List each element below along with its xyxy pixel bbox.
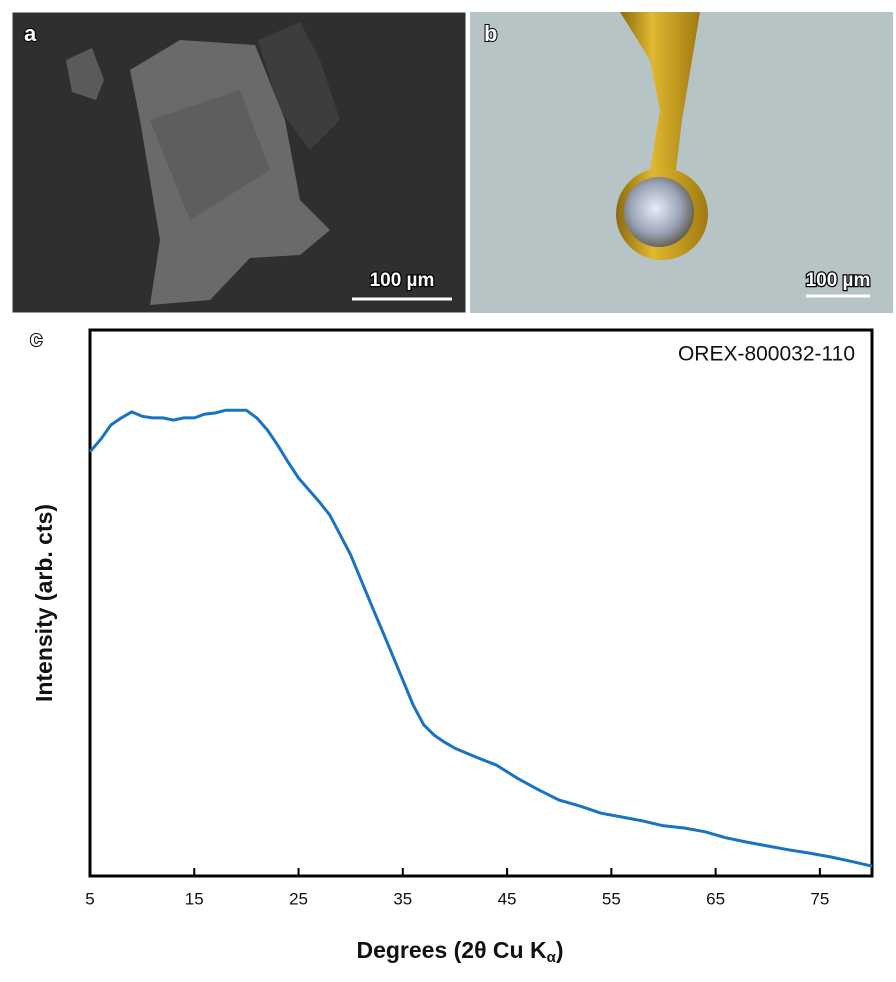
x-tick-label: 25 [289,889,308,908]
scale-bar-label: 100 µm [370,270,435,291]
annotation: OREX-800032-110 [678,343,855,366]
x-axis-label: Degrees (2θ Cu Kα) [356,937,563,966]
data-line [88,408,873,868]
y-axis-label: Intensity (arb. cts) [31,504,57,702]
x-tick-label: 45 [498,889,517,908]
x-tick-label: 75 [810,889,829,908]
x-tick-label: 15 [185,889,204,908]
x-axis-label-end: ) [556,937,564,963]
x-tick-label: 55 [602,889,621,908]
x-tick-label: 5 [85,889,94,908]
x-axis-label-text: Degrees (2θ Cu K [356,937,546,963]
panel-label: b [484,21,497,46]
scale-bar-label: 100 µm [806,270,871,291]
x-tick-label: 65 [706,889,725,908]
panel-label: c [30,326,42,351]
x-tick-label: 35 [393,889,412,908]
x-axis-label-subscript: α [547,949,557,966]
panel-label: a [24,21,37,46]
plot-frame [88,328,874,878]
sem-image [11,11,467,314]
optical-image [470,12,893,313]
